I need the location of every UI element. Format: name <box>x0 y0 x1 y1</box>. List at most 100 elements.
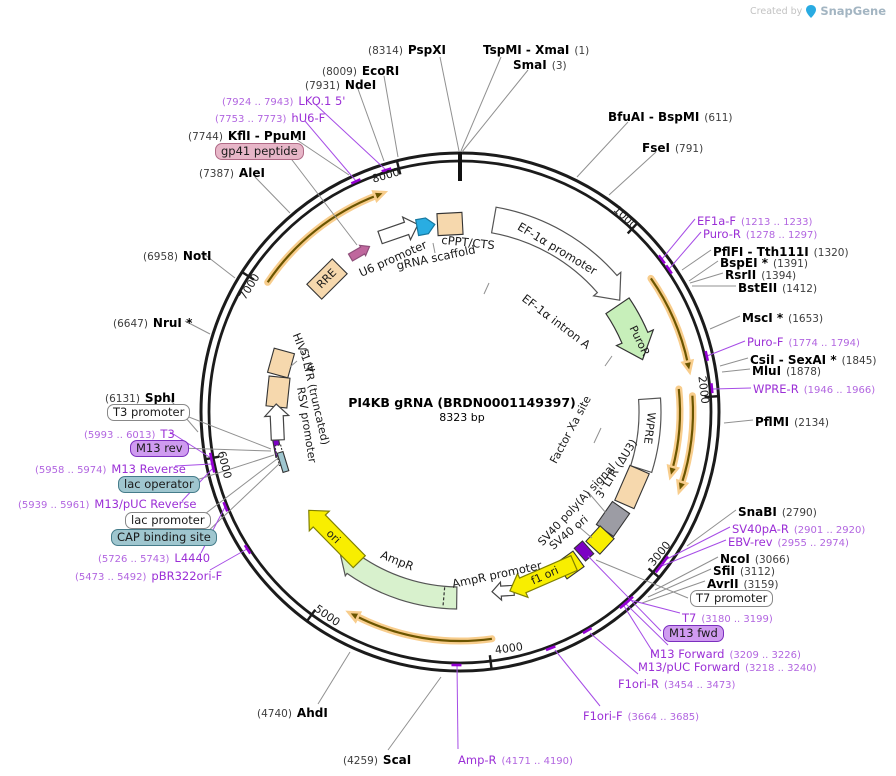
ef1a-promoter-band <box>490 206 622 301</box>
ring-tick <box>647 567 660 578</box>
leader-line <box>175 411 272 450</box>
primer-tick <box>618 600 629 610</box>
orf-arrow-gag-head <box>371 190 389 204</box>
primer-leader-line <box>625 603 669 646</box>
orf-arrow-bottom-core <box>355 615 493 643</box>
primer-tick <box>222 501 229 512</box>
orf-arrow-right-1-glow <box>647 274 692 368</box>
leader-line <box>681 249 712 271</box>
watermark-brand: SnapGene <box>820 4 886 18</box>
leader-line <box>709 315 741 330</box>
leader-line <box>383 75 399 158</box>
primer-tick <box>710 383 714 394</box>
leader-line <box>432 242 436 254</box>
orf-arrow-gag-core <box>266 194 378 283</box>
primer-leader-line <box>554 649 601 707</box>
leader-line <box>288 155 358 246</box>
grna-scaffold-arrow <box>414 217 436 237</box>
leader-line <box>387 676 442 751</box>
plasmid-name: PI4KB gRNA (BRDN0001149397) <box>348 395 576 410</box>
hiv1-psi-box <box>266 347 296 379</box>
orf-arrow-right-2-head <box>666 464 681 481</box>
primer-tick <box>545 645 556 652</box>
primer-leader-line <box>587 555 662 632</box>
snapgene-logo-icon <box>806 4 817 18</box>
ring-tick <box>306 608 317 621</box>
ampr-promoter-arrow <box>491 580 515 602</box>
leader-line <box>604 355 613 367</box>
primer-tick <box>350 178 361 185</box>
primer-leader-line <box>712 387 752 390</box>
leader-line <box>654 556 719 591</box>
ltr3-box <box>614 464 650 510</box>
leader-line <box>608 151 657 196</box>
rre-box <box>306 258 348 300</box>
ring-tick-label-2000: 2000 <box>695 375 711 404</box>
ring-tick <box>206 455 220 461</box>
ltr5-box <box>265 375 291 409</box>
leader-line <box>721 368 751 373</box>
ampr-signal-divider <box>442 587 446 608</box>
leader-line <box>576 121 629 178</box>
primer-tick <box>654 563 663 574</box>
primer-leader-line <box>209 548 248 571</box>
primer-tick <box>210 462 216 473</box>
primer-leader-line <box>658 539 727 568</box>
orf-arrow-right-1-head <box>680 358 695 376</box>
leader-line <box>689 272 724 284</box>
leader-line <box>719 357 749 367</box>
ring-tick <box>395 161 402 175</box>
orf-arrow-right-3-head <box>675 478 690 496</box>
primer-leader-line <box>589 632 639 675</box>
watermark-created-by: Created by <box>750 5 803 17</box>
leader-line <box>296 139 350 176</box>
primer-tick <box>665 264 673 275</box>
primer-leader-line <box>623 605 657 658</box>
primer-leader-line <box>304 120 357 182</box>
leader-line <box>196 458 278 521</box>
primer-tick <box>657 254 666 265</box>
u6-promoter-arrow <box>377 215 419 245</box>
primer-leader-line <box>629 599 681 614</box>
primer-tick <box>243 544 252 555</box>
ring-tick-label-1000: 1000 <box>611 203 640 232</box>
orf-arrow-right-1-core <box>649 277 689 364</box>
watermark: Created by SnapGene <box>750 4 886 18</box>
leader-line <box>461 69 529 153</box>
primer-leader-line <box>181 467 214 502</box>
plasmid-size: 8323 bp <box>439 411 485 424</box>
rsv-promoter-arrow <box>263 403 291 441</box>
leader-line <box>686 509 737 547</box>
gp41-peptide-arrow <box>347 244 371 262</box>
puror-arrow <box>605 297 655 361</box>
primer-leader-line <box>668 231 702 270</box>
map-feature-name-wpre: WPRE <box>641 411 658 444</box>
ring-tick-label-4000: 4000 <box>494 640 524 657</box>
leader-line <box>460 56 502 152</box>
leader-line <box>203 253 236 279</box>
sv40-ori-box-1 <box>585 525 615 555</box>
leader-line <box>439 56 460 152</box>
map-feature-name-hiv1psi: HIV-1 Ψ <box>290 331 318 375</box>
leader-line <box>577 525 593 539</box>
leader-line <box>178 447 272 452</box>
primer-tick <box>381 167 392 173</box>
primer-leader-line <box>661 218 696 260</box>
map-feature-name-intron: EF-1α intron A <box>519 291 593 352</box>
orf-arrow-bottom-head <box>345 610 363 624</box>
leader-line <box>688 260 719 282</box>
primer-leader-line <box>456 663 459 750</box>
f1-ori-arrow <box>509 554 579 599</box>
leader-line <box>587 491 607 514</box>
leader-line <box>254 176 291 214</box>
primer-tick <box>660 555 669 566</box>
leader-line <box>357 88 385 162</box>
leader-line <box>317 651 351 705</box>
primer-tick <box>582 627 593 635</box>
leader-line <box>483 282 490 295</box>
leader-line <box>723 419 754 424</box>
primer-leader-line <box>174 463 213 467</box>
primer-leader-line <box>706 340 746 357</box>
